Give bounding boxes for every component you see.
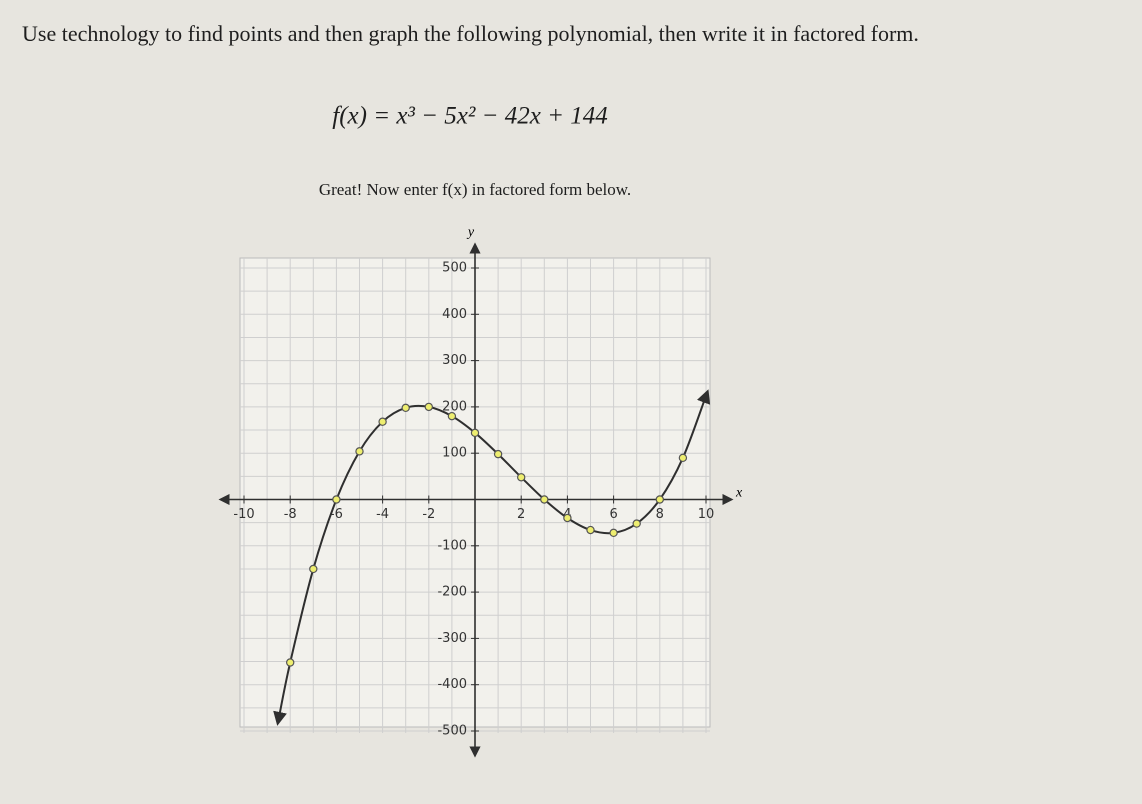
x-tick-label: 2 xyxy=(517,507,525,522)
point xyxy=(540,495,549,504)
point xyxy=(309,564,318,574)
point xyxy=(586,525,595,535)
point xyxy=(378,417,387,426)
x-tick-label: -10 xyxy=(233,507,254,522)
y-tick-label: -500 xyxy=(437,724,467,739)
x-tick-label: -2 xyxy=(422,507,435,522)
point xyxy=(332,495,341,504)
y-tick-label: 500 xyxy=(442,261,467,276)
y-tick-label: 400 xyxy=(442,307,467,322)
x-tick-label: 6 xyxy=(609,507,617,522)
y-tick-label: 100 xyxy=(442,446,467,461)
point xyxy=(678,453,688,463)
point xyxy=(424,402,433,412)
point xyxy=(517,473,526,482)
plot: xy-10-8-6-4-2246810-500-400-300-200-1001… xyxy=(218,225,743,758)
point xyxy=(563,513,572,523)
point xyxy=(286,658,295,667)
point xyxy=(655,495,665,504)
point xyxy=(609,528,618,538)
y-tick-label: -400 xyxy=(437,677,467,692)
point xyxy=(470,428,480,438)
point xyxy=(401,403,410,413)
message: Great! Now enter f(x) in factored form b… xyxy=(319,180,631,199)
point xyxy=(355,447,364,456)
point xyxy=(632,519,641,528)
instruction: Use technology to find points and then g… xyxy=(22,21,919,46)
x-tick-label: -8 xyxy=(284,507,297,522)
y-tick-label: -300 xyxy=(437,631,467,646)
point xyxy=(447,411,457,421)
point xyxy=(493,449,503,459)
y-axis-label: y xyxy=(466,225,475,240)
x-tick-label: 8 xyxy=(656,507,664,522)
x-tick-label: -4 xyxy=(376,507,389,522)
x-tick-label: 10 xyxy=(698,507,715,522)
y-tick-label: -200 xyxy=(437,585,467,600)
formula: f(x) = x³ − 5x² − 42x + 144 xyxy=(332,103,607,130)
y-tick-label: 300 xyxy=(442,353,467,368)
y-tick-label: -100 xyxy=(437,538,467,553)
x-axis-label: x xyxy=(735,486,743,501)
